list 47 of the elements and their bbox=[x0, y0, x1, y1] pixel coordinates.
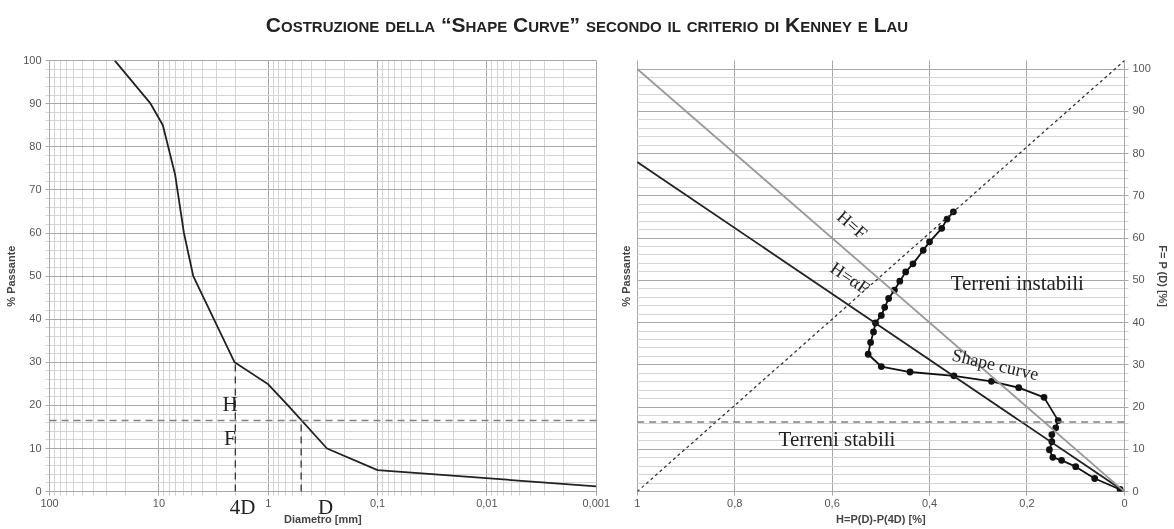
y2-tick-label: 70 bbox=[1132, 188, 1145, 201]
x-tick-label: 0 bbox=[1121, 497, 1128, 510]
y2-tick-label: 0 bbox=[1132, 484, 1139, 497]
y-tick-label: 90 bbox=[29, 96, 42, 109]
y2-tick-label: 90 bbox=[1132, 104, 1145, 117]
annotation: Terreni stabili bbox=[778, 427, 896, 452]
y-tick-label: 10 bbox=[29, 441, 42, 454]
y-tick-label: 60 bbox=[29, 226, 42, 239]
y2-tick-label: 40 bbox=[1132, 315, 1145, 328]
y-tick-label: 70 bbox=[29, 182, 42, 195]
y-tick-label: 80 bbox=[29, 139, 42, 152]
text: 4D bbox=[229, 495, 256, 520]
y2-tick-label: 30 bbox=[1132, 357, 1145, 370]
y-tick-label: 100 bbox=[23, 53, 42, 66]
x-tick-label: 0,6 bbox=[824, 497, 840, 510]
x-axis-title: H=P(D)-P(4D) [%] bbox=[836, 513, 926, 526]
x-tick-label: 0,001 bbox=[582, 497, 610, 510]
y2-tick-label: 20 bbox=[1132, 400, 1145, 413]
annotation: H bbox=[222, 391, 238, 416]
y-axis-title: % Passante bbox=[4, 245, 17, 307]
y2-tick-label: 10 bbox=[1132, 442, 1145, 455]
y-tick-label: 40 bbox=[29, 312, 42, 325]
y-tick-label: 0 bbox=[35, 484, 42, 497]
text: H=F bbox=[833, 206, 872, 244]
y-tick-label: 30 bbox=[29, 355, 42, 368]
y-axis-title: % Passante bbox=[619, 245, 632, 307]
x-tick-label: 0,2 bbox=[1019, 497, 1035, 510]
y-tick-label: 50 bbox=[29, 269, 42, 282]
x-tick-label: 1 bbox=[634, 497, 641, 510]
text: Shape curve bbox=[949, 344, 1041, 385]
y2-tick-label: 60 bbox=[1132, 231, 1145, 244]
x-tick-label: 1 bbox=[265, 497, 272, 510]
y-tick-label: 20 bbox=[29, 398, 42, 411]
annotation: F bbox=[224, 426, 236, 451]
x-tick-label: 0,1 bbox=[369, 497, 386, 510]
x-tick-label: 10 bbox=[152, 497, 166, 510]
y2-tick-label: 80 bbox=[1132, 146, 1145, 159]
x-tick-label: 0,4 bbox=[921, 497, 938, 510]
x-tick-label: 0,8 bbox=[727, 497, 743, 510]
y2-axis-title: F= P (D) [%] bbox=[1157, 245, 1170, 308]
x-tick-label: 0,01 bbox=[476, 497, 498, 510]
annotation: Terreni instabili bbox=[950, 271, 1085, 296]
y2-tick-label: 50 bbox=[1132, 273, 1145, 286]
chart-title: Costruzione della “Shape Curve” secondo il criterio di Kenney e Lau bbox=[264, 12, 910, 38]
x-tick-label: 100 bbox=[40, 497, 59, 510]
y2-tick-label: 100 bbox=[1132, 62, 1151, 75]
x-axis-title: Diametro [mm] bbox=[284, 513, 363, 526]
